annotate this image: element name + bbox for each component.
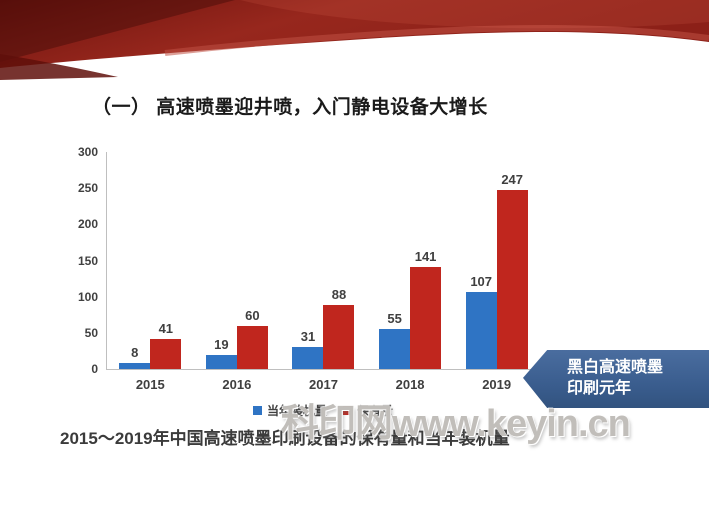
bar-column: 141: [410, 249, 442, 369]
bar-column: 19: [205, 337, 237, 369]
bar-value-label: 88: [331, 287, 347, 303]
bar-value-label: 8: [131, 345, 139, 361]
y-axis-tick-label: 100: [77, 289, 98, 304]
x-axis-label: 2019: [482, 377, 512, 392]
slide-title: （一） 高速喷墨迎井喷，入门静电设备大增长: [92, 97, 488, 118]
legend-swatch: [343, 406, 352, 415]
x-axis-label: 2015: [135, 377, 165, 392]
bar-series-0: [379, 329, 411, 369]
bar-series-0: [205, 355, 237, 369]
bar-value-label: 141: [414, 249, 437, 265]
bar-series-1: [150, 339, 182, 369]
bar-column: 8: [119, 345, 151, 369]
bar-column: 88: [323, 287, 355, 369]
header-ribbon: [0, 0, 709, 80]
bar-group: 55 141 2018: [367, 152, 454, 392]
bar-column: 107: [465, 273, 497, 369]
legend-item: 保有量: [343, 402, 393, 419]
bar-value-label: 19: [214, 337, 229, 353]
bar-series-1: [323, 305, 355, 369]
y-axis-tick-label: 300: [77, 145, 98, 159]
bar-value-label: 247: [501, 172, 524, 188]
legend: 当年装机量 保有量: [106, 402, 540, 419]
bar-group: 19 60 2016: [194, 152, 281, 392]
ribbon-sheen: [240, 0, 709, 29]
bar-group: 8 41 2015: [107, 152, 194, 392]
bar-value-label: 31: [300, 328, 316, 344]
bar-group: 31 88 2017: [280, 152, 367, 392]
legend-label: 当年装机量: [266, 404, 327, 418]
bar-series-0: [465, 291, 497, 369]
bar-series-1: [410, 267, 442, 369]
callout-line1: 黑白高速喷墨: [567, 359, 664, 377]
bar-column: 55: [379, 311, 411, 369]
bar-value-label: 55: [387, 311, 402, 327]
bar-column: 60: [236, 307, 268, 369]
bar-value-label: 41: [158, 321, 174, 337]
chart: 0 50 100 150 200 250 300 8 41 2015 19 60 2016 31 88 20…: [70, 140, 540, 419]
x-axis-label: 2017: [309, 377, 338, 392]
legend-label: 保有量: [357, 404, 394, 418]
bar-column: 247: [496, 172, 528, 369]
legend-item: 当年装机量: [252, 402, 327, 419]
x-axis-label: 2016: [222, 377, 252, 392]
ribbon-fold-tip: [0, 54, 118, 80]
y-axis-tick-label: 0: [91, 362, 98, 376]
ribbon-fold-left: [0, 0, 235, 62]
y-axis-tick-label: 250: [77, 181, 98, 196]
y-axis-tick-label: 50: [84, 325, 98, 340]
y-axis: 0 50 100 150 200 250 300: [70, 145, 106, 376]
plot-area: 8 41 2015 19 60 2016 31 88 2017 55 141 2018 107 247 20…: [106, 152, 540, 392]
bar-value-label: 107: [470, 273, 493, 289]
callout-banner: 黑白高速喷墨 印刷元年: [523, 350, 709, 408]
bar-series-1: [496, 190, 528, 369]
chart-caption: 2015～2019年中国高速喷墨印刷设备的保有量和当年装机量: [60, 429, 510, 448]
bar-value-label: 60: [245, 307, 260, 323]
legend-swatch: [252, 406, 262, 415]
bar-series-0: [119, 363, 151, 369]
callout-line2: 印刷元年: [567, 380, 632, 397]
ribbon-highlight-edge: [164, 25, 709, 56]
bar-series-0: [292, 346, 324, 369]
chart-body: 0 50 100 150 200 250 300 8 41 2015 19 60 2016 31 88 20…: [70, 140, 540, 392]
bar-series-1: [236, 325, 268, 369]
y-axis-tick-label: 200: [77, 217, 98, 232]
bar-column: 41: [150, 321, 182, 369]
y-axis-tick-label: 150: [77, 253, 98, 268]
bar-column: 31: [292, 328, 324, 369]
bar-group: 107 247 2019: [453, 152, 540, 392]
x-axis-label: 2018: [395, 377, 425, 392]
